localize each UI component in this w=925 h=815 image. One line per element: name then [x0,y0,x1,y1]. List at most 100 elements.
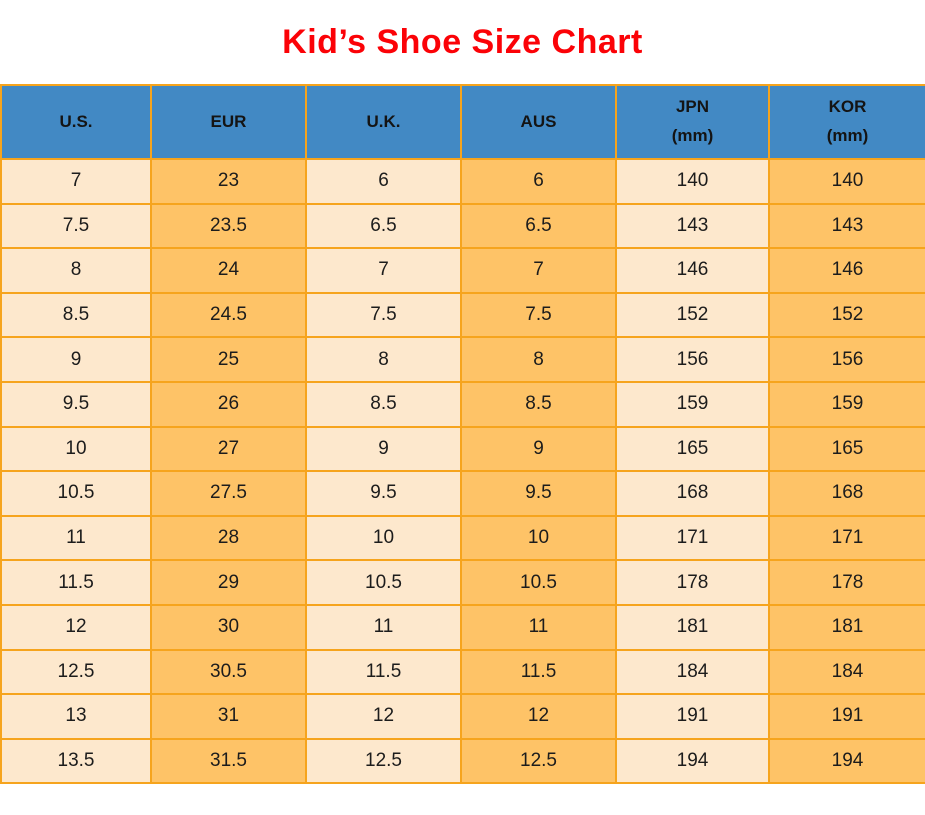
table-cell: 11 [0,514,152,562]
table-cell: 8.5 [460,380,617,428]
table-row: 7 23 6 6 140 140 [0,158,925,205]
table-cell: 152 [615,291,770,339]
table-cell: 140 [615,158,770,205]
table-cell: 140 [768,158,925,205]
table-cell: 26 [150,380,307,428]
table-cell: 6.5 [460,202,617,250]
table-cell: 13 [0,693,152,740]
table-cell: 143 [768,202,925,250]
table-cell: 10.5 [460,559,617,606]
table-row: 10.5 27.5 9.5 9.5 168 168 [0,470,925,517]
table-cell: 31 [150,693,307,740]
table-cell: 11 [305,603,462,651]
table-row: 8.5 24.5 7.5 7.5 152 152 [0,291,925,339]
table-cell: 146 [615,247,770,294]
table-row: 12 30 11 11 181 181 [0,603,925,651]
table-cell: 27 [150,425,307,473]
table-cell: 11.5 [305,648,462,696]
table-cell: 7.5 [0,202,152,250]
table-cell: 156 [615,336,770,383]
table-header: U.S. EUR U.K. AUS JPN (mm) KOR (mm) [0,84,925,160]
table-cell: 10.5 [0,470,152,517]
table-cell: 8.5 [0,291,152,339]
table-cell: 194 [768,737,925,785]
table-row: 8 24 7 7 146 146 [0,247,925,294]
table-cell: 27.5 [150,470,307,517]
table-cell: 168 [768,470,925,517]
table-cell: 191 [768,693,925,740]
table-cell: 8.5 [305,380,462,428]
table-cell: 12 [460,693,617,740]
table-cell: 9 [0,336,152,383]
table-row: 9 25 8 8 156 156 [0,336,925,383]
table-cell: 10.5 [305,559,462,606]
table-cell: 12 [0,603,152,651]
table-cell: 12.5 [305,737,462,785]
table-cell: 25 [150,336,307,383]
table-cell: 184 [768,648,925,696]
table-cell: 10 [305,514,462,562]
shoe-size-table: U.S. EUR U.K. AUS JPN (mm) KOR (mm) 7 23 6… [0,84,925,785]
table-cell: 7.5 [305,291,462,339]
page-title: Kid’s Shoe Size Chart [282,22,643,61]
table-cell: 10 [0,425,152,473]
table-cell: 13.5 [0,737,152,785]
table-cell: 31.5 [150,737,307,785]
table-cell: 11.5 [0,559,152,606]
table-cell: 7 [0,158,152,205]
header-cell-kor: KOR (mm) [768,84,925,160]
table-cell: 9 [305,425,462,473]
table-cell: 143 [615,202,770,250]
table-cell: 168 [615,470,770,517]
table-cell: 159 [768,380,925,428]
table-cell: 6 [460,158,617,205]
table-cell: 159 [615,380,770,428]
table-cell: 10 [460,514,617,562]
table-cell: 30 [150,603,307,651]
table-cell: 28 [150,514,307,562]
table-cell: 23.5 [150,202,307,250]
table-cell: 9.5 [460,470,617,517]
table-row: 11.5 29 10.5 10.5 178 178 [0,559,925,606]
table-cell: 181 [615,603,770,651]
table-cell: 165 [768,425,925,473]
table-cell: 178 [768,559,925,606]
table-cell: 146 [768,247,925,294]
table-row: 12.5 30.5 11.5 11.5 184 184 [0,648,925,696]
table-row: 13 31 12 12 191 191 [0,693,925,740]
table-cell: 12 [305,693,462,740]
table-row: 9.5 26 8.5 8.5 159 159 [0,380,925,428]
table-cell: 24 [150,247,307,294]
table-cell: 9.5 [305,470,462,517]
table-cell: 7 [305,247,462,294]
table-cell: 8 [460,336,617,383]
table-cell: 8 [305,336,462,383]
table-cell: 184 [615,648,770,696]
table-cell: 11 [460,603,617,651]
table-cell: 12.5 [0,648,152,696]
table-cell: 30.5 [150,648,307,696]
table-cell: 165 [615,425,770,473]
header-cell-us: U.S. [0,84,152,160]
table-body: 7 23 6 6 140 140 7.5 23.5 6.5 6.5 143 143 8 24 7 7 146 14… [0,158,925,785]
table-cell: 152 [768,291,925,339]
table-row: 10 27 9 9 165 165 [0,425,925,473]
table-cell: 194 [615,737,770,785]
table-cell: 171 [768,514,925,562]
table-row: 11 28 10 10 171 171 [0,514,925,562]
table-cell: 7.5 [460,291,617,339]
header-cell-jpn: JPN (mm) [615,84,770,160]
table-cell: 178 [615,559,770,606]
table-cell: 8 [0,247,152,294]
header-row: U.S. EUR U.K. AUS JPN (mm) KOR (mm) [0,84,925,160]
table-cell: 171 [615,514,770,562]
table-cell: 12.5 [460,737,617,785]
table-cell: 156 [768,336,925,383]
table-cell: 6.5 [305,202,462,250]
table-cell: 181 [768,603,925,651]
table-cell: 11.5 [460,648,617,696]
header-cell-uk: U.K. [305,84,462,160]
header-cell-aus: AUS [460,84,617,160]
table-row: 13.5 31.5 12.5 12.5 194 194 [0,737,925,785]
table-cell: 9 [460,425,617,473]
